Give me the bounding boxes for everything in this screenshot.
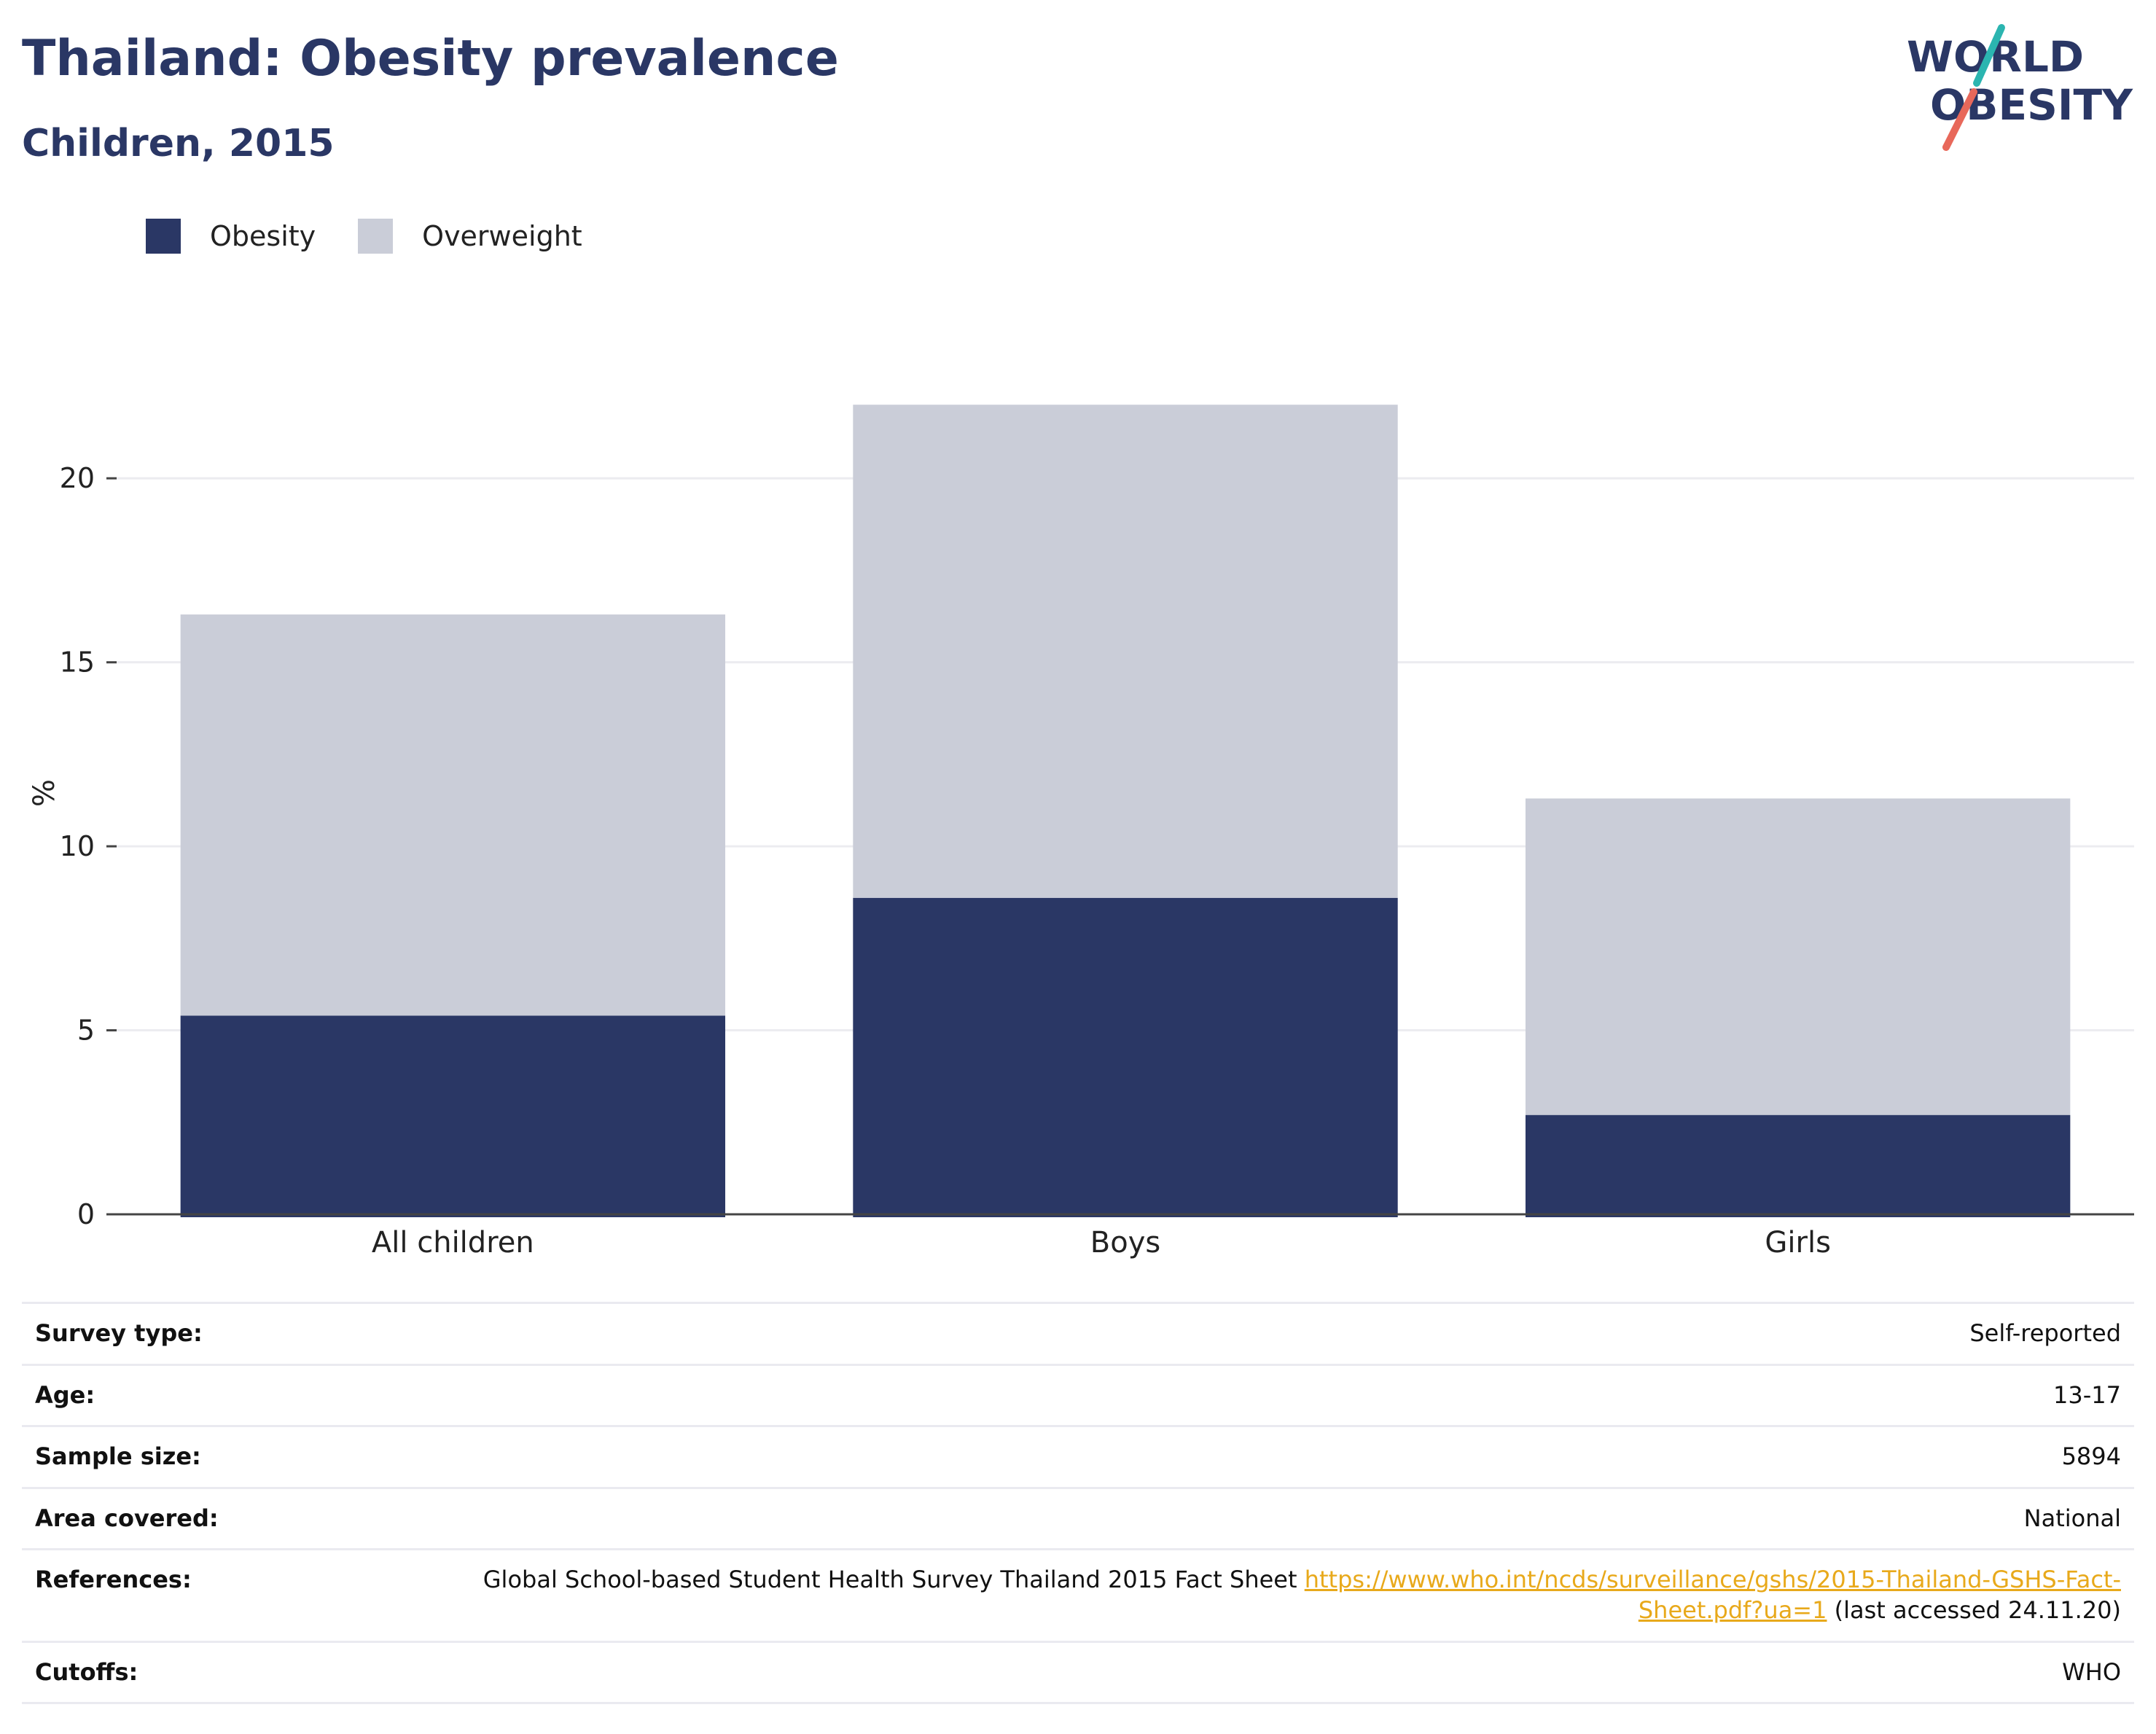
y-tick-label: 20 xyxy=(60,462,95,494)
stacked-bar-chart: 0 5 10 15 20% All children Boys Girls xyxy=(28,405,2134,1260)
meta-row-area-covered: Area covered: National xyxy=(22,1486,2134,1550)
meta-value: 5894 xyxy=(427,1425,2134,1488)
meta-label: Survey type: xyxy=(22,1302,427,1365)
bar-obesity-girls xyxy=(1525,1114,2071,1217)
meta-row-survey-type: Survey type: Self-reported xyxy=(22,1302,2134,1365)
legend-item-overweight[interactable]: Overweight xyxy=(358,219,582,254)
legend-swatch-obesity xyxy=(146,219,181,254)
meta-value: National xyxy=(427,1486,2134,1550)
meta-label: Age: xyxy=(22,1363,427,1426)
meta-label: Sample size: xyxy=(22,1425,427,1488)
page-subtitle: Children, 2015 xyxy=(22,122,335,165)
bar-obesity-all-children xyxy=(180,1015,726,1217)
y-tick-label: 15 xyxy=(60,647,95,679)
meta-label: References: xyxy=(22,1548,427,1642)
bar-overweight-all-children xyxy=(180,614,726,1016)
legend-swatch-overweight xyxy=(358,219,394,254)
reference-text: Global School-based Student Health Surve… xyxy=(483,1566,1297,1594)
legend-label-obesity: Obesity xyxy=(210,220,316,252)
legend-label-overweight: Overweight xyxy=(422,220,582,252)
survey-metadata-table: Survey type: Self-reported Age: 13-17 Sa… xyxy=(22,1302,2134,1705)
bar-overweight-girls xyxy=(1525,798,2071,1115)
logo-slash-coral xyxy=(1942,88,1977,151)
x-tick-label: Boys xyxy=(1090,1226,1160,1260)
chart-legend: Obesity Overweight xyxy=(146,216,625,257)
meta-value-references: Global School-based Student Health Surve… xyxy=(427,1548,2134,1642)
meta-row-references: References: Global School-based Student … xyxy=(22,1548,2134,1642)
reference-accessed: (last accessed 24.11.20) xyxy=(1834,1596,2121,1624)
logo-slash-teal xyxy=(1973,24,2005,87)
bar-obesity-boys xyxy=(853,897,1398,1217)
meta-row-age: Age: 13-17 xyxy=(22,1363,2134,1426)
legend-item-obesity[interactable]: Obesity xyxy=(146,219,316,254)
x-tick-label: All children xyxy=(372,1226,534,1260)
world-obesity-logo: WORLD OBESITY xyxy=(1907,24,2133,151)
page-title: Thailand: Obesity prevalence xyxy=(22,30,839,87)
y-tick-label: 0 xyxy=(77,1198,95,1230)
meta-value: 13-17 xyxy=(427,1363,2134,1426)
meta-value: Self-reported xyxy=(427,1302,2134,1365)
meta-row-sample-size: Sample size: 5894 xyxy=(22,1425,2134,1488)
x-tick-label: Girls xyxy=(1765,1226,1831,1260)
reference-link[interactable]: https://www.who.int/ncds/surveillance/gs… xyxy=(1304,1566,2121,1624)
meta-row-cutoffs: Cutoffs: WHO xyxy=(22,1640,2134,1705)
y-tick-label: 10 xyxy=(60,830,95,862)
bar-overweight-boys xyxy=(853,405,1398,898)
meta-label: Cutoffs: xyxy=(22,1640,427,1705)
meta-value: WHO xyxy=(427,1640,2134,1705)
y-tick-label: 5 xyxy=(77,1015,95,1047)
meta-label: Area covered: xyxy=(22,1486,427,1550)
y-axis-label: % xyxy=(28,779,61,807)
